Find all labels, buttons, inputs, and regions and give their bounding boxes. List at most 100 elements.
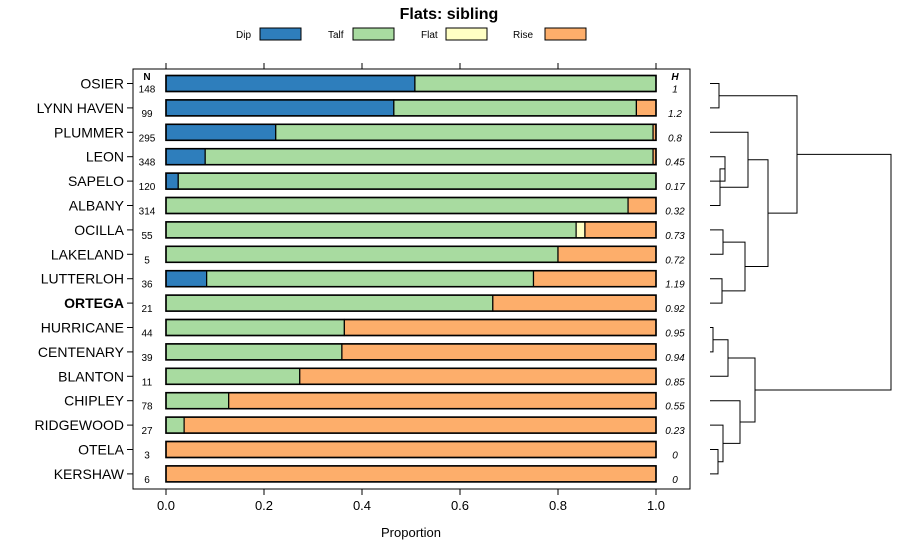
h-header: H bbox=[671, 72, 679, 83]
row-label-blanton: BLANTON bbox=[58, 368, 124, 384]
n-value-leon: 348 bbox=[139, 158, 156, 169]
bar-outline-otela bbox=[165, 440, 657, 459]
h-value-sapelo: 0.17 bbox=[665, 182, 685, 193]
row-label-ortega: ORTEGA bbox=[64, 295, 124, 311]
dendrogram-branch bbox=[710, 131, 749, 188]
row-label-osier: OSIER bbox=[80, 76, 124, 92]
n-value-lutterloh: 36 bbox=[141, 280, 153, 291]
n-value-osier: 148 bbox=[139, 85, 156, 96]
bar-outline-plummer bbox=[165, 123, 657, 142]
bar-osier-dip bbox=[165, 74, 416, 93]
legend-label-dip: Dip bbox=[236, 30, 251, 41]
bar-albany-talf bbox=[165, 196, 629, 215]
row-label-hurricane: HURRICANE bbox=[41, 320, 124, 336]
bar-ocilla-flat bbox=[575, 221, 586, 239]
h-value-centenary: 0.94 bbox=[665, 353, 685, 364]
bar-outline-sapelo bbox=[165, 172, 657, 190]
n-value-ortega: 21 bbox=[141, 304, 153, 315]
bar-hurricane-rise bbox=[343, 318, 657, 337]
n-value-ocilla: 55 bbox=[141, 231, 153, 242]
bar-plummer-dip bbox=[165, 123, 277, 141]
bar-ridgewood-rise bbox=[183, 416, 657, 434]
row-label-otela: OTELA bbox=[78, 442, 125, 458]
n-value-hurricane: 44 bbox=[141, 329, 153, 340]
bar-outline-ortega bbox=[165, 294, 657, 312]
n-value-chipley: 78 bbox=[141, 402, 153, 413]
n-value-plummer: 295 bbox=[139, 133, 156, 144]
legend: Dip Talf Flat Rise bbox=[236, 27, 587, 41]
row-label-lakeland: LAKELAND bbox=[51, 246, 124, 262]
bar-kershaw-rise bbox=[165, 465, 657, 483]
n-header: N bbox=[143, 72, 150, 83]
dendrogram-branch bbox=[710, 278, 723, 304]
bar-otela-rise bbox=[165, 440, 657, 459]
bar-sapelo-dip bbox=[165, 172, 179, 190]
bar-blanton-talf bbox=[165, 367, 301, 385]
h-value-ortega: 0.92 bbox=[665, 304, 685, 315]
h-value-blanton: 0.85 bbox=[665, 377, 685, 388]
dendrogram-branch bbox=[710, 229, 724, 255]
bar-sapelo-talf bbox=[177, 172, 657, 190]
legend-label-talf: Talf bbox=[328, 30, 344, 41]
dendrogram-branch bbox=[710, 327, 714, 353]
h-value-albany: 0.32 bbox=[665, 207, 685, 218]
h-value-lynn-haven: 1.2 bbox=[668, 109, 682, 120]
legend-label-rise: Rise bbox=[513, 30, 533, 41]
bar-plummer-talf bbox=[275, 123, 654, 141]
bar-outline-ridgewood bbox=[165, 416, 657, 434]
bar-lynn-haven-dip bbox=[165, 99, 395, 117]
n-value-sapelo: 120 bbox=[139, 182, 156, 193]
bar-lutterloh-talf bbox=[206, 270, 535, 288]
bar-outline-leon bbox=[165, 147, 657, 166]
bar-ortega-talf bbox=[165, 294, 494, 312]
row-label-chipley: CHIPLEY bbox=[64, 393, 125, 409]
n-value-albany: 314 bbox=[139, 207, 156, 218]
bar-outline-ocilla bbox=[165, 221, 657, 239]
row-label-albany: ALBANY bbox=[69, 198, 125, 214]
bar-centenary-talf bbox=[165, 343, 343, 361]
x-tick-label: 1.0 bbox=[647, 498, 665, 513]
n-value-lakeland: 5 bbox=[144, 255, 150, 266]
bar-lynn-haven-talf bbox=[393, 99, 638, 117]
bar-ridgewood-talf bbox=[165, 416, 185, 434]
h-value-hurricane: 0.95 bbox=[665, 329, 685, 340]
n-value-ridgewood: 27 bbox=[141, 426, 153, 437]
row-label-ridgewood: RIDGEWOOD bbox=[35, 417, 124, 433]
dendrogram-branch bbox=[710, 449, 719, 475]
bar-rows: OSIER 148 1 LYNN HAVEN 99 1.2 PLUMMER 295 0.8 LEO… bbox=[35, 74, 685, 486]
x-axis-label: Proportion bbox=[381, 525, 441, 540]
dendrogram-branch bbox=[710, 83, 720, 109]
bar-outline-osier bbox=[165, 74, 657, 93]
bar-outline-chipley bbox=[165, 391, 657, 410]
h-value-ocilla: 0.73 bbox=[665, 231, 685, 242]
row-label-lynn-haven: LYNN HAVEN bbox=[37, 100, 124, 116]
legend-swatch-flat bbox=[445, 27, 488, 41]
axis-ticks: 0.0 0.2 0.4 0.6 0.8 1.0 bbox=[157, 63, 665, 513]
h-value-chipley: 0.55 bbox=[665, 402, 685, 413]
row-label-leon: LEON bbox=[86, 149, 124, 165]
n-value-otela: 3 bbox=[144, 451, 150, 462]
x-tick-label: 0.8 bbox=[549, 498, 567, 513]
n-value-kershaw: 6 bbox=[144, 475, 150, 486]
dendrogram-branch bbox=[719, 95, 798, 214]
bar-outline-albany bbox=[165, 196, 657, 215]
h-value-lutterloh: 1.19 bbox=[665, 280, 685, 291]
bar-osier-talf bbox=[414, 74, 657, 93]
row-label-plummer: PLUMMER bbox=[54, 124, 124, 140]
row-label-lutterloh: LUTTERLOH bbox=[41, 271, 124, 287]
bar-albany-rise bbox=[627, 196, 657, 215]
h-value-ridgewood: 0.23 bbox=[665, 426, 685, 437]
bar-leon-dip bbox=[165, 148, 206, 166]
h-value-kershaw: 0 bbox=[672, 475, 678, 486]
x-tick-label: 0.6 bbox=[451, 498, 469, 513]
bar-chipley-rise bbox=[228, 392, 657, 410]
bar-outline-lutterloh bbox=[165, 269, 657, 288]
bar-lutterloh-dip bbox=[165, 270, 208, 288]
dendrogram-branch bbox=[728, 357, 756, 423]
legend-swatch-dip bbox=[259, 27, 302, 41]
row-label-sapelo: SAPELO bbox=[68, 173, 124, 189]
h-value-lakeland: 0.72 bbox=[665, 255, 685, 266]
bar-lynn-haven-rise bbox=[635, 99, 657, 117]
x-tick-label: 0.4 bbox=[353, 498, 371, 513]
bar-outline-kershaw bbox=[165, 465, 657, 483]
